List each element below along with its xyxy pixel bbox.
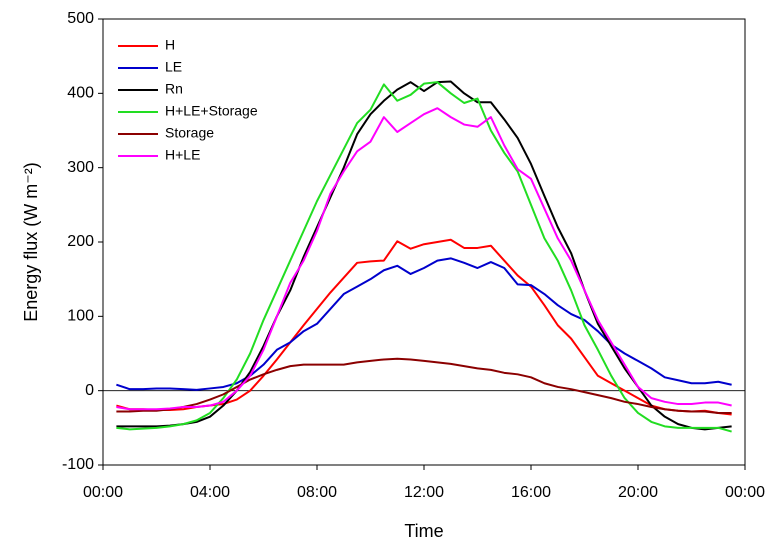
legend-label: H+LE: [165, 147, 200, 163]
legend-label: Storage: [165, 125, 214, 141]
legend-label: H+LE+Storage: [165, 103, 258, 119]
x-tick-label: 00:00: [725, 484, 765, 501]
x-tick-label: 04:00: [190, 484, 230, 501]
x-tick-label: 00:00: [83, 484, 123, 501]
y-tick-label: 400: [67, 85, 94, 102]
y-tick-label: 100: [67, 308, 94, 325]
x-tick-label: 16:00: [511, 484, 551, 501]
x-tick-label: 12:00: [404, 484, 444, 501]
y-tick-label: -100: [62, 456, 94, 473]
y-axis-label: Energy flux (W m⁻²): [21, 162, 41, 322]
series-line: [116, 357, 732, 414]
x-tick-label: 20:00: [618, 484, 658, 501]
x-tick-label: 08:00: [297, 484, 337, 501]
series-line: [116, 80, 732, 431]
legend-label: LE: [165, 59, 182, 75]
series-line: [116, 257, 732, 391]
legend-label: H: [165, 37, 175, 53]
y-tick-label: 200: [67, 233, 94, 250]
x-axis-label: Time: [404, 521, 443, 541]
series-line: [116, 107, 732, 411]
y-tick-label: 0: [85, 382, 94, 399]
y-tick-label: 300: [67, 159, 94, 176]
plot-frame: [102, 18, 746, 466]
legend-label: Rn: [165, 81, 183, 97]
y-tick-label: 500: [67, 10, 94, 27]
